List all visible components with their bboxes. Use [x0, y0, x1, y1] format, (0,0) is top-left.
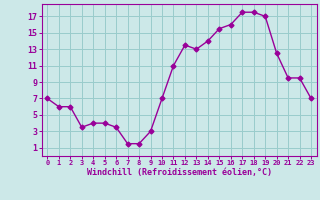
X-axis label: Windchill (Refroidissement éolien,°C): Windchill (Refroidissement éolien,°C)	[87, 168, 272, 177]
